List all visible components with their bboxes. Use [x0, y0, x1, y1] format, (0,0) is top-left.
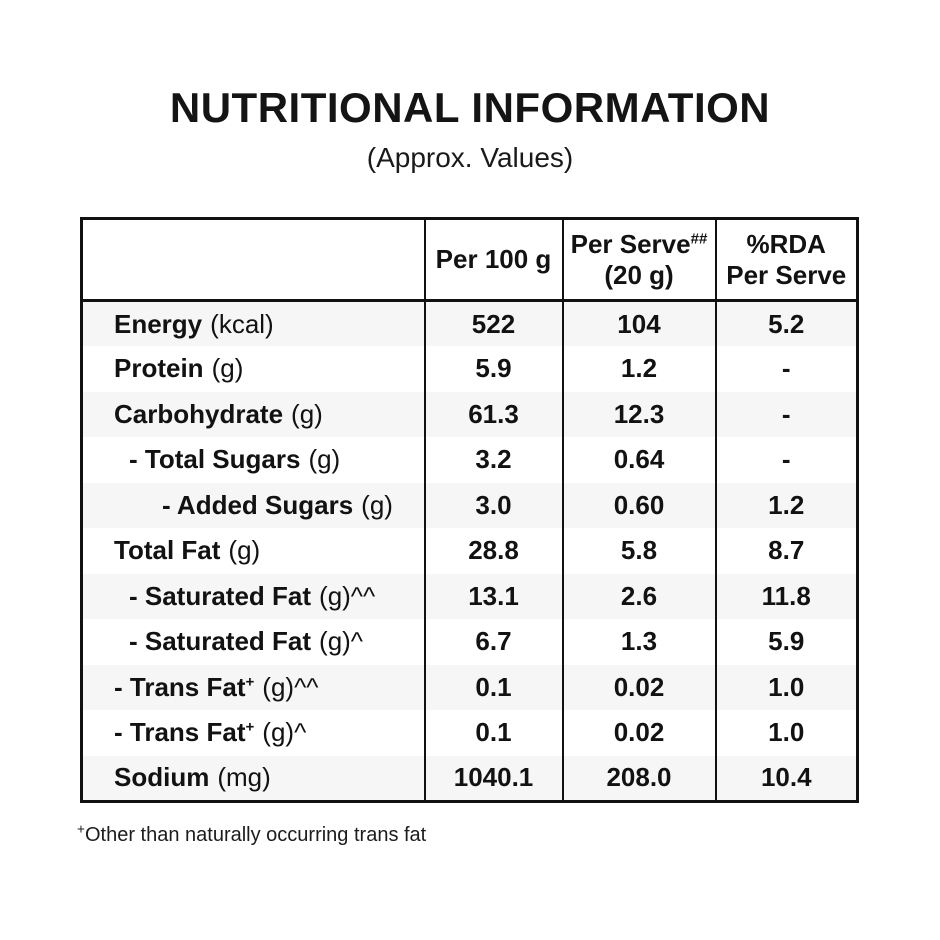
- value-rda: 10.4: [714, 755, 858, 802]
- col-header-per-serve-text: Per Serve: [570, 228, 691, 259]
- table-header-row: Per 100 g Per Serve## (20 g) %RDA Per Serv…: [81, 218, 858, 303]
- col-header-per-serve-amount: (20 g): [604, 259, 674, 290]
- nutrient-unit: (g)^: [319, 626, 364, 657]
- row-label: Total Fat (g): [82, 528, 425, 574]
- row-label: - Saturated Fat (g)^: [82, 619, 425, 665]
- value-per-serve: 0.64: [561, 437, 716, 483]
- value-per-serve: 0.02: [561, 710, 716, 756]
- col-header-per-100g: Per 100 g: [423, 218, 563, 303]
- value-rda: 8.7: [714, 528, 858, 574]
- nutrient-unit: (kcal): [210, 308, 274, 339]
- table-row-carbohydrate: Carbohydrate (g) 61.3 12.3 -: [81, 391, 858, 438]
- nutrient-name: - Saturated Fat: [129, 580, 312, 611]
- table-row-trans-fat-b: - Trans Fat+ (g)^ 0.1 0.02 1.0: [81, 710, 858, 756]
- row-label: Energy (kcal): [82, 301, 425, 347]
- value-per-100g: 61.3: [423, 391, 563, 438]
- value-rda: -: [714, 346, 858, 392]
- table-row-total-sugars: - Total Sugars (g) 3.2 0.64 -: [81, 437, 858, 483]
- nutrient-unit: (g): [308, 444, 341, 475]
- value-per-100g: 6.7: [423, 619, 563, 665]
- table-row-energy: Energy (kcal) 522 104 5.2: [81, 300, 858, 347]
- table-row-saturated-fat-b: - Saturated Fat (g)^ 6.7 1.3 5.9: [81, 619, 858, 665]
- row-label: - Saturated Fat (g)^^: [82, 574, 425, 620]
- nutrient-unit: (mg): [217, 762, 271, 793]
- table-row-added-sugars: - Added Sugars (g) 3.0 0.60 1.2: [81, 482, 858, 529]
- table-row-total-fat: Total Fat (g) 28.8 5.8 8.7: [81, 528, 858, 574]
- row-label: - Total Sugars (g): [82, 437, 425, 483]
- value-per-100g: 0.1: [423, 664, 563, 711]
- nutrient-unit: (g)^^: [262, 671, 319, 702]
- value-rda: 1.2: [714, 482, 858, 529]
- nutrient-unit: (g): [211, 353, 244, 384]
- value-per-100g: 0.1: [423, 710, 563, 756]
- nutrient-unit: (g): [291, 398, 323, 429]
- value-rda: 11.8: [714, 573, 858, 620]
- row-label: Carbohydrate (g): [82, 392, 425, 438]
- value-per-serve: 1.3: [561, 619, 716, 665]
- row-label: - Trans Fat+ (g)^: [82, 710, 425, 756]
- table-row-protein: Protein (g) 5.9 1.2 -: [81, 346, 858, 392]
- value-per-100g: 28.8: [423, 528, 563, 574]
- value-per-serve: 104: [561, 300, 716, 347]
- value-rda: -: [714, 391, 858, 438]
- nutrition-table: Per 100 g Per Serve## (20 g) %RDA Per Serv…: [80, 217, 859, 803]
- value-per-serve: 0.60: [561, 482, 716, 529]
- nutrient-name: - Total Sugars: [129, 444, 301, 475]
- nutrient-name-marker: +: [245, 718, 255, 736]
- nutrient-name: Carbohydrate: [114, 398, 284, 429]
- value-per-serve: 2.6: [561, 573, 716, 620]
- nutrient-name: Protein: [114, 353, 204, 384]
- per-serve-footnote-marker: ##: [690, 230, 708, 248]
- value-per-100g: 13.1: [423, 573, 563, 620]
- footnote-marker: +: [77, 820, 85, 836]
- nutrient-unit: (g)^^: [319, 580, 376, 611]
- nutrient-name: - Trans Fat: [114, 671, 246, 702]
- value-rda: 5.9: [714, 619, 858, 665]
- footnote-text: Other than naturally occurring trans fat: [84, 823, 427, 846]
- nutrient-name: Energy: [114, 308, 203, 339]
- row-label: Protein (g): [82, 346, 425, 392]
- col-header-blank: [81, 218, 425, 303]
- row-label: - Added Sugars (g): [82, 483, 425, 529]
- col-header-rda-subtext: Per Serve: [726, 259, 847, 290]
- nutrient-unit: (g): [361, 489, 393, 520]
- page-title: NUTRITIONAL INFORMATION: [169, 84, 771, 131]
- nutrient-name-marker: +: [245, 673, 255, 691]
- value-per-100g: 5.9: [423, 346, 563, 392]
- row-label: Sodium (mg): [82, 756, 425, 802]
- value-per-serve: 1.2: [561, 346, 716, 392]
- footnote: +Other than naturally occurring trans fa…: [77, 820, 860, 847]
- nutrition-label-page: NUTRITIONAL INFORMATION (Approx. Values)…: [77, 0, 860, 847]
- value-per-serve: 5.8: [561, 528, 716, 574]
- table-row-sodium: Sodium (mg) 1040.1 208.0 10.4: [81, 755, 858, 802]
- nutrient-name: Sodium: [114, 762, 210, 793]
- value-per-serve: 208.0: [561, 755, 716, 802]
- value-rda: 1.0: [714, 664, 858, 711]
- col-header-per-100g-text: Per 100 g: [435, 244, 552, 275]
- col-header-rda: %RDA Per Serve: [714, 218, 858, 303]
- nutrient-name: Total Fat: [114, 535, 221, 566]
- row-label: - Trans Fat+ (g)^^: [82, 665, 425, 711]
- page-subtitle: (Approx. Values): [366, 142, 574, 174]
- value-rda: 1.0: [714, 710, 858, 756]
- value-per-100g: 3.2: [423, 437, 563, 483]
- table-row-trans-fat-a: - Trans Fat+ (g)^^ 0.1 0.02 1.0: [81, 664, 858, 711]
- table-row-saturated-fat-a: - Saturated Fat (g)^^ 13.1 2.6 11.8: [81, 573, 858, 620]
- col-header-rda-text: %RDA: [746, 228, 826, 259]
- value-per-100g: 1040.1: [423, 755, 563, 802]
- nutrient-unit: (g)^: [262, 717, 307, 748]
- nutrient-name: - Added Sugars: [162, 489, 354, 520]
- value-per-serve: 0.02: [561, 664, 716, 711]
- value-per-100g: 3.0: [423, 482, 563, 529]
- value-rda: -: [714, 437, 858, 483]
- value-rda: 5.2: [714, 300, 858, 347]
- value-per-100g: 522: [423, 300, 563, 347]
- value-per-serve: 12.3: [561, 391, 716, 438]
- nutrient-name: - Saturated Fat: [129, 626, 312, 657]
- col-header-per-serve: Per Serve## (20 g): [561, 218, 716, 303]
- nutrient-unit: (g): [228, 535, 261, 566]
- nutrient-name: - Trans Fat: [114, 717, 246, 748]
